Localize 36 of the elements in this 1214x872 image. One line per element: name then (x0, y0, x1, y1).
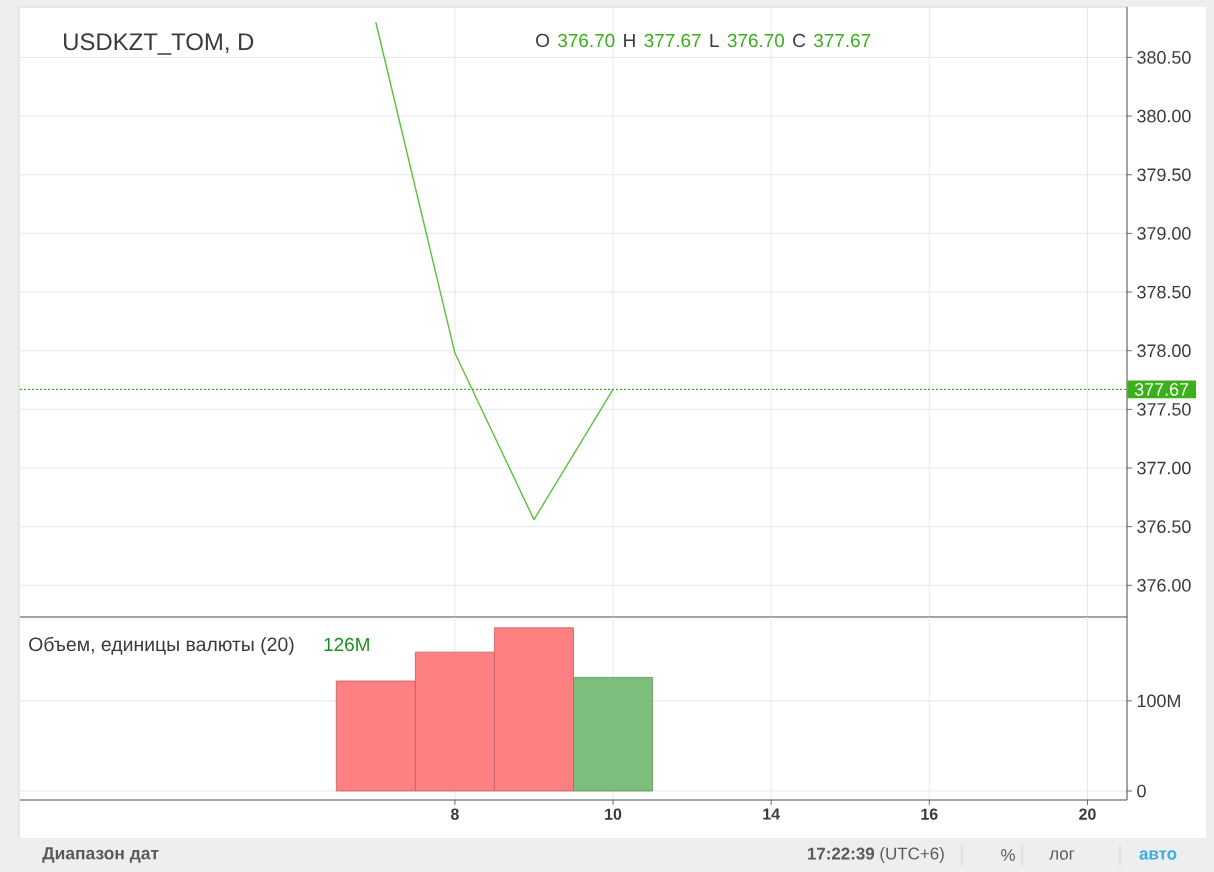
annotation: L (710, 33, 719, 47)
line-series (375, 21, 614, 521)
ref-line-label: 377.67 (1134, 383, 1189, 396)
text: % (1001, 849, 1015, 861)
y-tick-label: 376.50 (1137, 520, 1191, 534)
annotation: H (624, 33, 635, 47)
y-tick-label: 100M (1137, 694, 1180, 708)
x-tick-label: 8 (450, 808, 459, 820)
annotation: 376.70 (727, 33, 785, 48)
x-tick-label: 10 (605, 808, 622, 820)
annotation: 377.67 (644, 33, 701, 48)
y-tick-label: 380.50 (1137, 51, 1191, 64)
y-tick-label: 379.50 (1137, 168, 1191, 182)
x-tick-label: 16 (921, 808, 938, 820)
text: USDKZT_TOM, D (64, 33, 254, 55)
annotation: O (536, 33, 550, 48)
y-tick-label: 378.50 (1137, 285, 1191, 299)
y-tick-label: 380.00 (1137, 109, 1191, 123)
text: авто (1139, 850, 1177, 860)
y-tick-label: 0 (1137, 784, 1146, 798)
annotation: 377.67 (814, 33, 871, 48)
text: лог (1049, 850, 1075, 860)
y-tick-label: 379.00 (1137, 227, 1191, 240)
annotation: 376.70 (558, 33, 615, 48)
y-tick-label: 378.00 (1137, 344, 1191, 358)
text: 17:22:39 (UTC+6) (807, 847, 944, 863)
x-tick-label: 14 (763, 808, 780, 820)
y-tick-label: 377.00 (1137, 461, 1191, 475)
bar (573, 676, 653, 792)
text: Объем, единицы валюты (20) (29, 636, 294, 656)
y-tick-label: 376.00 (1137, 578, 1191, 592)
annotation: 126M (324, 637, 369, 652)
annotation: C (793, 33, 806, 48)
x-tick-label: 20 (1079, 808, 1096, 820)
text: Диапазон дат (42, 847, 159, 863)
y-tick-label: 377.50 (1137, 403, 1191, 416)
